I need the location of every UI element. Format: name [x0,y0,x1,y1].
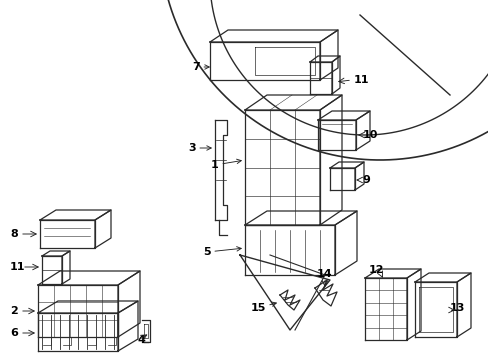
Text: 7: 7 [192,62,209,72]
Text: 8: 8 [10,229,18,239]
Text: 5: 5 [203,247,241,257]
Text: 14: 14 [317,269,332,279]
Text: 6: 6 [10,328,18,338]
Text: 11: 11 [353,75,369,85]
Text: 13: 13 [449,303,465,313]
Text: 15: 15 [250,302,276,313]
Text: 2: 2 [10,306,18,316]
Text: 10: 10 [362,130,378,140]
Text: 1: 1 [211,159,241,170]
Text: 11: 11 [10,262,25,272]
Text: 4: 4 [138,335,145,345]
Text: 9: 9 [361,175,369,185]
Text: 3: 3 [188,143,211,153]
Text: 12: 12 [367,265,383,275]
